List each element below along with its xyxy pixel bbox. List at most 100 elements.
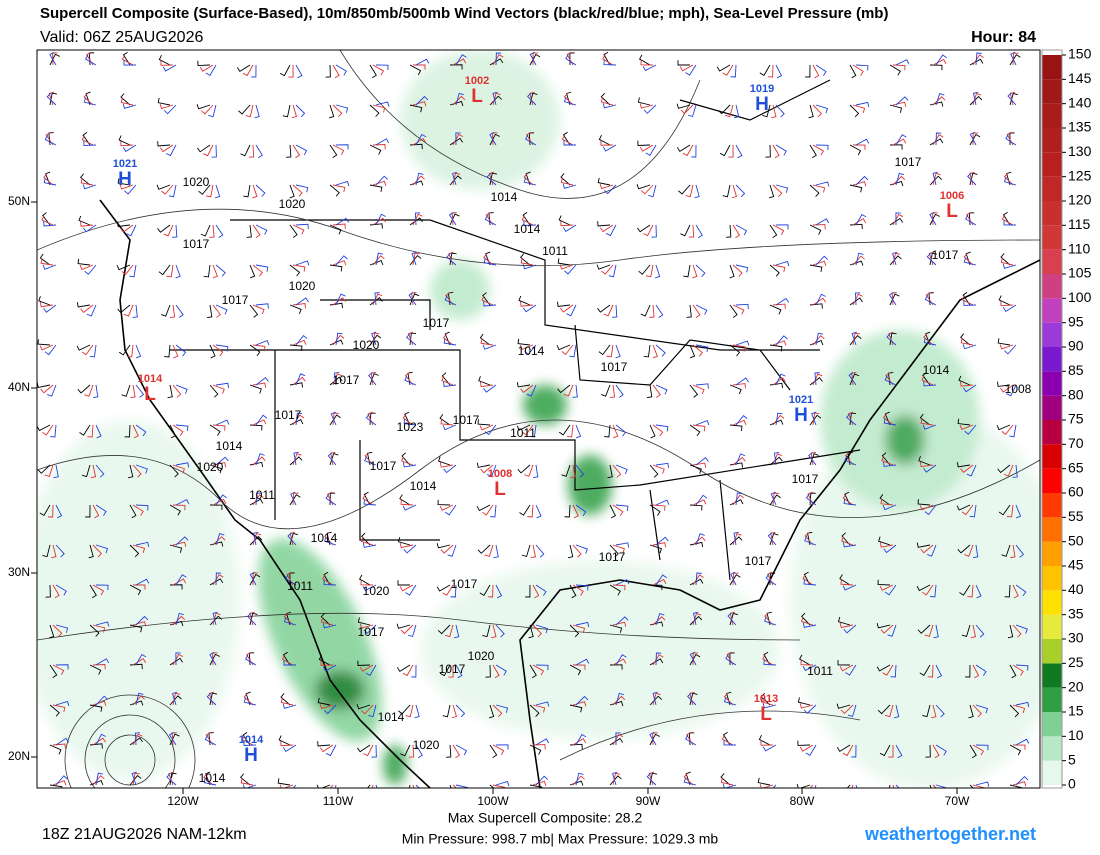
wind-barb — [569, 584, 577, 599]
wind-barb — [969, 504, 977, 518]
wind-barb — [638, 264, 651, 275]
wind-barb — [615, 464, 628, 475]
wind-barb — [375, 175, 388, 186]
wind-barb — [157, 141, 171, 147]
wind-barb — [491, 624, 497, 639]
wind-barb — [521, 215, 534, 226]
wind-barb — [80, 173, 91, 186]
wind-barb — [279, 64, 291, 77]
wind-barb — [242, 784, 257, 788]
wind-barb — [957, 544, 971, 554]
wind-barb — [252, 264, 263, 277]
wind-barb — [517, 464, 531, 474]
wind-barb — [215, 533, 225, 546]
colorbar-label: 90 — [1068, 338, 1084, 354]
wind-barb — [599, 224, 614, 233]
wind-barb — [529, 51, 537, 66]
wind-barb — [881, 452, 891, 466]
colorbar-swatch — [1042, 128, 1062, 153]
wind-barb — [596, 264, 611, 270]
wind-barb — [760, 740, 774, 746]
wind-barb — [255, 376, 269, 386]
wind-barb — [55, 584, 67, 596]
wind-barb — [119, 184, 134, 190]
wind-barb — [652, 654, 664, 666]
wind-barb — [175, 462, 190, 468]
wind-barb — [809, 144, 817, 159]
wind-barb — [95, 424, 102, 439]
colorbar-swatch — [1042, 639, 1062, 664]
wind-barb — [292, 224, 305, 235]
wind-barb — [728, 144, 734, 158]
wind-barb — [842, 744, 854, 757]
wind-barb — [923, 337, 937, 346]
wind-barb — [415, 95, 429, 106]
wind-barb — [324, 532, 334, 546]
wind-barb — [929, 64, 943, 71]
colorbar-label: 25 — [1068, 654, 1084, 670]
colorbar-label: 35 — [1068, 605, 1084, 621]
wind-barb — [765, 144, 771, 158]
wind-barb — [135, 541, 150, 548]
colorbar-swatch — [1042, 55, 1062, 80]
wind-barb — [203, 144, 214, 157]
wind-barb — [452, 172, 461, 186]
colorbar-label: 130 — [1068, 143, 1092, 159]
wind-barb — [335, 255, 348, 266]
wind-barb — [679, 64, 694, 72]
wind-barb — [676, 144, 691, 152]
wind-barb — [812, 335, 825, 346]
wind-barb — [575, 733, 587, 746]
wind-barb — [203, 773, 214, 786]
wind-barb — [209, 224, 215, 238]
isobar-label: 1011 — [510, 426, 536, 440]
site-credit[interactable]: weathertogether.net — [864, 824, 1036, 844]
wind-barb — [43, 173, 54, 186]
colorbar-swatch — [1042, 176, 1062, 201]
wind-barb — [199, 64, 214, 72]
max-scp: Max Supercell Composite: 28.2 — [448, 810, 643, 826]
wind-barb — [837, 660, 851, 666]
wind-barb — [485, 211, 494, 226]
wind-barb — [292, 184, 303, 197]
wind-barb — [769, 304, 782, 315]
wind-barb — [209, 653, 220, 666]
wind-barb — [325, 494, 337, 506]
isobar-label: 1020 — [183, 175, 210, 189]
wind-barb — [929, 252, 938, 266]
colorbar-label: 135 — [1068, 119, 1092, 135]
wind-barb — [922, 424, 937, 430]
lon-label: 110W — [323, 794, 354, 808]
wind-barb — [815, 293, 826, 306]
wind-barb — [317, 697, 331, 706]
wind-barb — [41, 215, 54, 226]
wind-barb — [117, 304, 131, 314]
wind-barb — [172, 615, 186, 626]
wind-barb — [689, 651, 697, 666]
wind-barb — [122, 144, 137, 153]
wind-barb — [132, 504, 144, 516]
wind-barb — [895, 172, 904, 186]
wind-barb — [492, 54, 504, 66]
wind-barb — [926, 544, 937, 557]
wind-barb — [842, 542, 857, 548]
wind-barb — [557, 301, 571, 307]
wind-barb — [851, 331, 857, 346]
wind-barb — [729, 304, 738, 318]
wind-barb — [717, 104, 731, 115]
colorbar-swatch — [1042, 566, 1062, 591]
wind-barb — [649, 695, 663, 706]
wind-barb — [169, 304, 176, 318]
wind-barb — [209, 424, 221, 436]
wind-barb — [283, 616, 297, 626]
wind-barb — [929, 213, 940, 226]
wind-barb — [126, 344, 134, 358]
wind-barb — [925, 291, 934, 306]
wind-barb — [557, 258, 571, 266]
wind-barb — [975, 704, 989, 714]
wind-barb — [280, 693, 291, 706]
wind-barb — [839, 664, 854, 672]
wind-barb — [365, 664, 377, 676]
wind-barb — [921, 375, 934, 386]
wind-barb — [566, 424, 574, 438]
